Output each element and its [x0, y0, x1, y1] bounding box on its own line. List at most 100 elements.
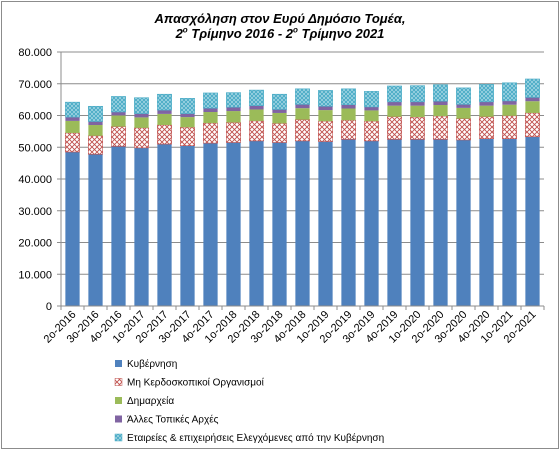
legend-label: Κυβέρνηση: [127, 358, 177, 370]
bar-segment-series-3: [249, 105, 264, 110]
bar-segment-series-1: [226, 122, 241, 143]
bar-segment-series-0: [272, 142, 287, 306]
bar-segment-series-2: [387, 105, 402, 117]
bar-segment-series-3: [479, 101, 494, 106]
bar-segment-series-0: [111, 146, 126, 306]
bar-segment-series-2: [318, 110, 333, 122]
bar-segment-series-3: [65, 117, 80, 121]
bar-segment-series-3: [410, 101, 425, 106]
bar-segment-series-3: [341, 104, 356, 109]
bar-segment-series-0: [180, 145, 195, 306]
bar-segment-series-2: [88, 125, 103, 136]
bar-segment-series-1: [272, 123, 287, 143]
bar-segment-series-0: [88, 154, 103, 306]
y-tick-label: 80.000: [18, 47, 52, 59]
bar-segment-series-1: [203, 122, 218, 144]
bar-segment-series-0: [157, 144, 172, 306]
x-axis: 2o-20163o-20164o-20161o-20172o-20173o-20…: [42, 305, 545, 346]
bar-segment-series-3: [433, 101, 448, 106]
bar-segment-series-1: [341, 119, 356, 140]
bar-segment-series-3: [502, 100, 517, 105]
bar-segment-series-2: [364, 110, 379, 122]
bar-segment-series-1: [387, 116, 402, 140]
bar-segment-series-1: [88, 135, 103, 155]
bar-segment-series-0: [456, 139, 471, 306]
y-tick-label: 10.000: [18, 269, 52, 281]
bar-segment-series-3: [111, 112, 126, 116]
bar-segment-series-0: [364, 140, 379, 306]
bar-segment-series-3: [134, 113, 149, 118]
legend: Κυβέρνηση Μη Κερδοσκοπικοί Οργανισμοί Δημα…: [114, 358, 384, 444]
bar-segment-series-4: [387, 85, 402, 103]
bar-segment-series-2: [479, 105, 494, 117]
y-tick-label: 30.000: [18, 206, 52, 218]
legend-label: Δημαρχεία: [127, 395, 174, 407]
bar-segment-series-2: [456, 107, 471, 119]
bar-segment-series-3: [88, 121, 103, 126]
bar-segment-series-4: [180, 98, 195, 114]
chart-title-line1: Απασχόληση στον Ευρύ Δημόσιο Τομέα,: [154, 11, 406, 26]
bar-segment-series-4: [157, 93, 172, 111]
bar-segment-series-3: [525, 97, 540, 102]
bar-segment-series-1: [295, 119, 310, 142]
bar-segment-series-4: [364, 91, 379, 108]
bar-segment-series-2: [157, 113, 172, 126]
bar-segment-series-4: [88, 105, 103, 122]
bar-segment-series-1: [180, 126, 195, 146]
bar-segment-series-0: [295, 140, 310, 306]
bar-segment-series-3: [295, 104, 310, 109]
bar-segment-series-4: [456, 87, 471, 105]
bar-segment-series-4: [502, 82, 517, 102]
bar-segment-series-1: [111, 126, 126, 147]
bar-segment-series-4: [226, 92, 241, 108]
bar-segment-series-4: [341, 88, 356, 106]
bar-segment-series-2: [134, 117, 149, 128]
bar-segment-series-3: [318, 106, 333, 111]
bar-segment-series-2: [525, 101, 540, 113]
bar-segment-series-4: [479, 84, 494, 103]
bar-segment-series-4: [410, 85, 425, 103]
bar-segment-series-2: [226, 111, 241, 123]
bar-segment-series-2: [249, 109, 264, 121]
bar-segment-series-0: [249, 140, 264, 306]
bar-segment-series-1: [456, 118, 471, 141]
bar-segment-series-1: [525, 112, 540, 138]
bar-segment-series-1: [502, 115, 517, 139]
bar-segment-series-0: [525, 136, 540, 306]
bar-segment-series-4: [433, 84, 448, 102]
bar-segment-series-1: [410, 116, 425, 140]
legend-swatch: [114, 378, 123, 386]
bar-segment-series-4: [272, 93, 287, 110]
bar-segment-series-1: [433, 115, 448, 140]
bar-segment-series-2: [65, 120, 80, 133]
bar-segment-series-1: [318, 120, 333, 142]
bar-segment-series-3: [226, 107, 241, 112]
y-tick-label: 70.000: [18, 79, 52, 91]
bar-segment-series-1: [364, 120, 379, 142]
bar-segment-series-3: [456, 104, 471, 108]
bar-segment-series-3: [364, 106, 379, 111]
bar-segment-series-0: [410, 139, 425, 306]
bar-segment-series-1: [479, 116, 494, 139]
bar-segment-series-3: [387, 101, 402, 106]
bar-segment-series-0: [433, 139, 448, 306]
bar-segment-series-4: [111, 96, 126, 113]
bar-segment-series-3: [157, 110, 172, 114]
legend-label: Εταιρείες & επιχειρήσεις Ελεγχόμενες από…: [127, 432, 384, 444]
bars: [65, 78, 540, 306]
bar-segment-series-4: [318, 90, 333, 107]
bar-segment-series-2: [272, 112, 287, 124]
bar-segment-series-4: [295, 88, 310, 105]
bar-segment-series-0: [203, 143, 218, 306]
legend-swatch: [115, 415, 122, 423]
bar-segment-series-0: [387, 139, 402, 306]
bar-segment-series-1: [157, 124, 172, 145]
bar-segment-series-3: [180, 113, 195, 118]
bar-segment-series-4: [134, 97, 149, 114]
y-tick-label: 20.000: [18, 238, 52, 250]
bar-segment-series-2: [410, 105, 425, 118]
chart-title: Απασχόληση στον Ευρύ Δημόσιο Τομέα, 2ο Τ…: [2, 11, 558, 41]
bar-segment-series-2: [111, 115, 126, 127]
